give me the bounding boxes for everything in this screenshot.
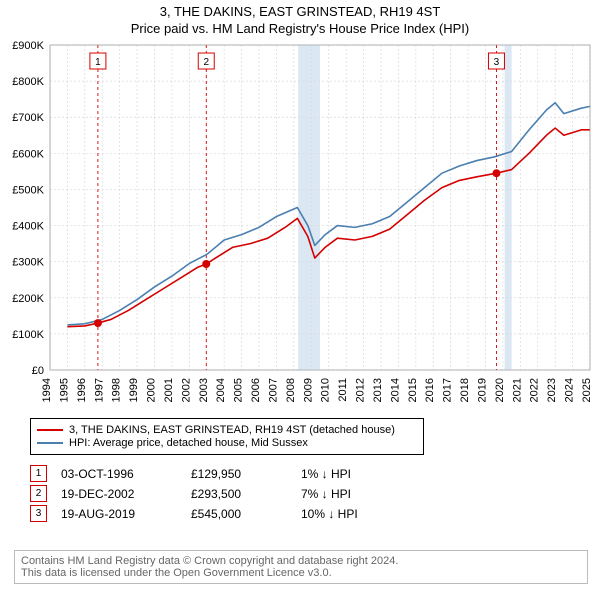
svg-text:1996: 1996 bbox=[76, 378, 88, 402]
svg-text:2006: 2006 bbox=[250, 378, 262, 402]
footer-line-2: This data is licensed under the Open Gov… bbox=[21, 567, 581, 579]
svg-text:2007: 2007 bbox=[267, 378, 279, 402]
svg-text:£900K: £900K bbox=[12, 40, 44, 52]
svg-text:2003: 2003 bbox=[198, 378, 210, 402]
svg-text:3: 3 bbox=[494, 57, 500, 68]
svg-text:£500K: £500K bbox=[12, 184, 44, 196]
svg-text:£800K: £800K bbox=[12, 76, 44, 88]
svg-text:2019: 2019 bbox=[476, 378, 488, 402]
table-row: 1 03-OCT-1996£129,9501% ↓ HPI bbox=[30, 465, 431, 482]
svg-text:2021: 2021 bbox=[511, 378, 523, 402]
svg-text:2015: 2015 bbox=[407, 378, 419, 402]
svg-text:£200K: £200K bbox=[12, 293, 44, 305]
chart-container: 3, THE DAKINS, EAST GRINSTEAD, RH19 4ST … bbox=[0, 0, 600, 590]
svg-text:2016: 2016 bbox=[424, 378, 436, 402]
transaction-price: £545,000 bbox=[191, 507, 301, 521]
transaction-date: 19-AUG-2019 bbox=[61, 507, 191, 521]
svg-text:2025: 2025 bbox=[581, 378, 593, 402]
marker-id-box: 1 bbox=[30, 465, 47, 482]
legend: 3, THE DAKINS, EAST GRINSTEAD, RH19 4ST … bbox=[30, 418, 424, 455]
transaction-date: 03-OCT-1996 bbox=[61, 467, 191, 481]
svg-text:£600K: £600K bbox=[12, 148, 44, 160]
footer-attribution: Contains HM Land Registry data © Crown c… bbox=[14, 550, 588, 584]
legend-swatch bbox=[37, 429, 63, 431]
svg-text:£300K: £300K bbox=[12, 257, 44, 269]
legend-swatch bbox=[37, 442, 63, 444]
svg-text:2010: 2010 bbox=[320, 378, 332, 402]
legend-item: 3, THE DAKINS, EAST GRINSTEAD, RH19 4ST … bbox=[37, 424, 417, 436]
transaction-hpi-delta: 7% ↓ HPI bbox=[301, 487, 431, 501]
table-row: 2 19-DEC-2002£293,5007% ↓ HPI bbox=[30, 485, 431, 502]
svg-text:2002: 2002 bbox=[180, 378, 192, 402]
legend-item: HPI: Average price, detached house, Mid … bbox=[37, 437, 417, 449]
svg-text:2011: 2011 bbox=[337, 378, 349, 402]
svg-text:2024: 2024 bbox=[564, 378, 576, 402]
transaction-price: £129,950 bbox=[191, 467, 301, 481]
svg-text:2022: 2022 bbox=[529, 378, 541, 402]
svg-text:1998: 1998 bbox=[111, 378, 123, 402]
svg-text:2020: 2020 bbox=[494, 378, 506, 402]
svg-text:1995: 1995 bbox=[58, 378, 70, 402]
svg-text:2012: 2012 bbox=[355, 378, 367, 402]
svg-text:2009: 2009 bbox=[302, 378, 314, 402]
svg-text:2001: 2001 bbox=[163, 378, 175, 402]
svg-text:1997: 1997 bbox=[93, 378, 105, 402]
table-row: 3 19-AUG-2019£545,00010% ↓ HPI bbox=[30, 505, 431, 522]
svg-text:2: 2 bbox=[203, 57, 209, 68]
svg-text:1994: 1994 bbox=[41, 378, 53, 402]
svg-text:1999: 1999 bbox=[128, 378, 140, 402]
svg-text:2008: 2008 bbox=[285, 378, 297, 402]
svg-text:2014: 2014 bbox=[389, 378, 401, 402]
svg-text:1: 1 bbox=[95, 57, 101, 68]
marker-id-box: 3 bbox=[30, 505, 47, 522]
svg-text:£400K: £400K bbox=[12, 221, 44, 233]
transaction-price: £293,500 bbox=[191, 487, 301, 501]
line-chart: £0 £100K £200K £300K £400K £500K £600K £700K £80… bbox=[0, 0, 600, 425]
svg-text:2017: 2017 bbox=[442, 378, 454, 402]
svg-text:2018: 2018 bbox=[459, 378, 471, 402]
svg-text:2004: 2004 bbox=[215, 378, 227, 402]
svg-text:£700K: £700K bbox=[12, 112, 44, 124]
marker-id-box: 2 bbox=[30, 485, 47, 502]
svg-text:2005: 2005 bbox=[233, 378, 245, 402]
svg-text:2013: 2013 bbox=[372, 378, 384, 402]
legend-label: HPI: Average price, detached house, Mid … bbox=[69, 437, 308, 449]
svg-text:£0: £0 bbox=[32, 365, 44, 377]
transaction-date: 19-DEC-2002 bbox=[61, 487, 191, 501]
transaction-hpi-delta: 1% ↓ HPI bbox=[301, 467, 431, 481]
svg-text:2000: 2000 bbox=[146, 378, 158, 402]
svg-text:2023: 2023 bbox=[546, 378, 558, 402]
svg-text:£100K: £100K bbox=[12, 329, 44, 341]
legend-label: 3, THE DAKINS, EAST GRINSTEAD, RH19 4ST … bbox=[69, 424, 395, 436]
transaction-hpi-delta: 10% ↓ HPI bbox=[301, 507, 431, 521]
footer-line-1: Contains HM Land Registry data © Crown c… bbox=[21, 555, 581, 567]
transactions-table: 1 03-OCT-1996£129,9501% ↓ HPI 2 19-DEC-2002… bbox=[30, 462, 431, 525]
